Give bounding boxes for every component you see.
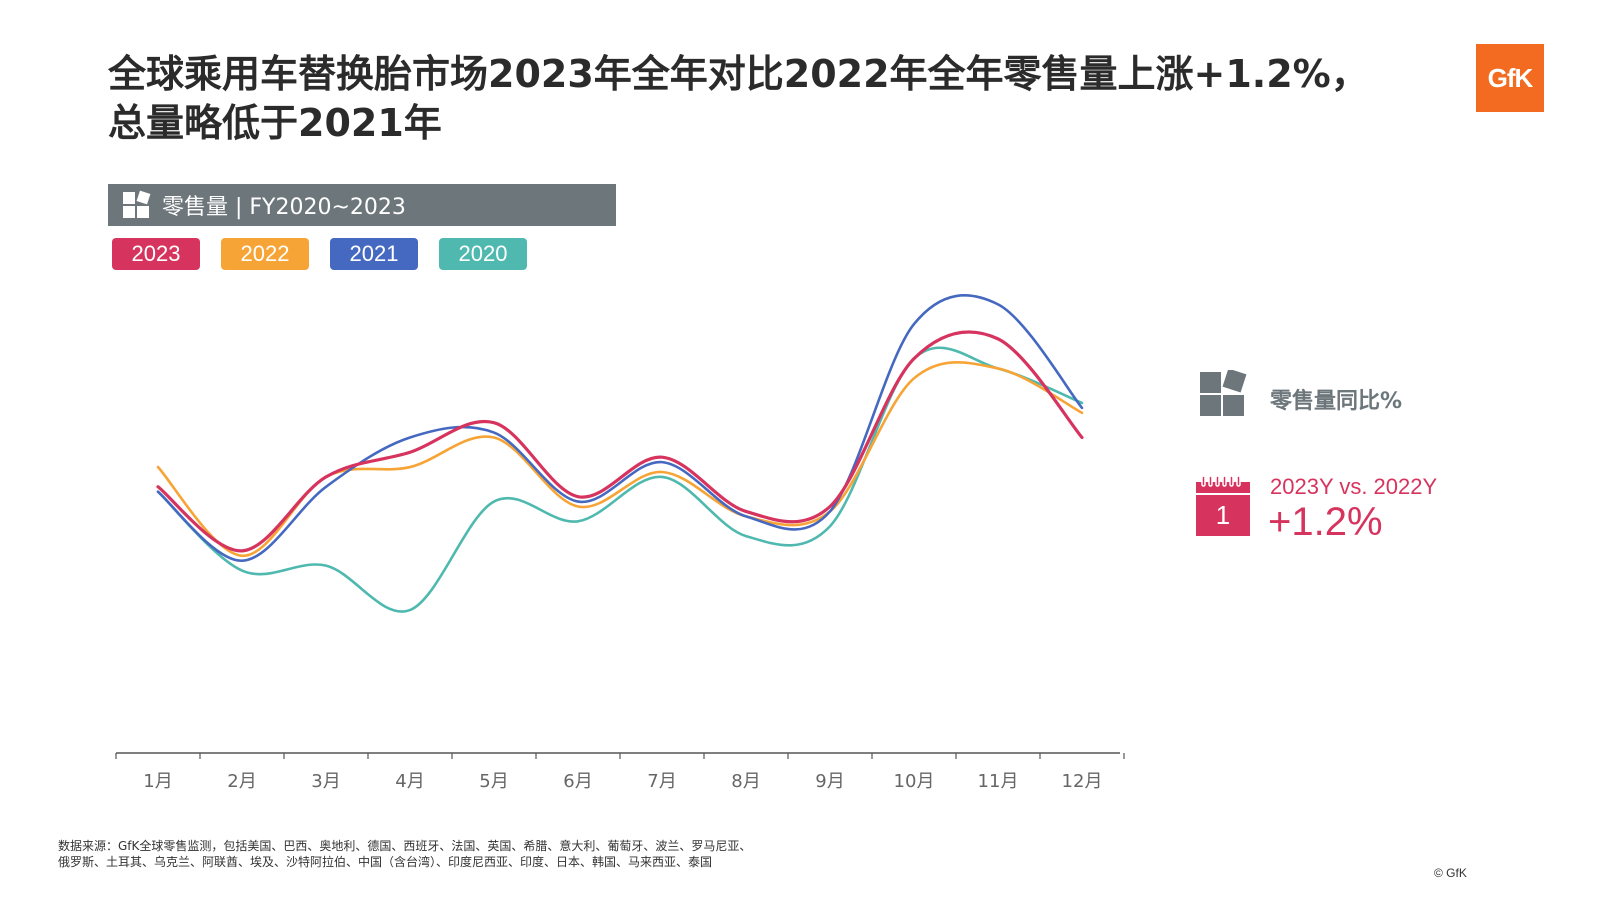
x-tick-label: 5月: [479, 771, 508, 792]
series-line-2023: [156, 330, 1084, 553]
legend-label: 2022: [240, 241, 290, 266]
data-source-line2: 俄罗斯、土耳其、乌克兰、阿联酋、埃及、沙特阿拉伯、中国（含台湾）、印度尼西亚、印…: [58, 855, 713, 869]
x-tick-label: 4月: [395, 771, 424, 792]
chart-subheader-text: 零售量 | FY2020~2023: [162, 195, 406, 220]
series-line-2022: [156, 360, 1084, 558]
legend-label: 2020: [458, 241, 508, 266]
x-tick-label: 6月: [563, 771, 592, 792]
legend-item-2020: 2020: [439, 238, 527, 270]
x-axis: 1月 2月 3月 4月 5月 6月 7月 8月 9月 10月 11月 12月: [115, 752, 1125, 792]
x-tick-label: 12月: [1062, 771, 1103, 792]
gfk-logo: GfK: [1476, 44, 1544, 112]
gfk-blocks-icon: [1200, 370, 1247, 416]
x-tick-label: 9月: [815, 771, 844, 792]
gfk-blocks-icon: [123, 190, 151, 218]
x-tick-label: 3月: [311, 771, 340, 792]
chart-subheader: 零售量 | FY2020~2023: [108, 184, 616, 226]
page-title-line2: 总量略低于2021年: [108, 101, 442, 145]
legend-item-2023: 2023: [112, 238, 200, 270]
x-tick-label: 7月: [647, 771, 676, 792]
yoy-label: 零售量同比%: [1270, 389, 1403, 414]
calendar-day: 1: [1216, 500, 1230, 530]
data-source-note: 数据来源：GfK全球零售监测，包括美国、巴西、奥地利、德国、西班牙、法国、英国、…: [58, 838, 751, 870]
legend-label: 2021: [349, 241, 399, 266]
comparison-label: 2023Y vs. 2022Y: [1270, 474, 1438, 499]
page-title: 全球乘用车替换胎市场2023年全年对比2022年全年零售量上涨+1.2%， 总量…: [108, 50, 1408, 148]
legend-label: 2023: [131, 241, 181, 266]
page-title-line1: 全球乘用车替换胎市场2023年全年对比2022年全年零售量上涨+1.2%，: [108, 52, 1369, 96]
x-tick-label: 10月: [894, 771, 935, 792]
copyright: © GfK: [1434, 866, 1467, 880]
x-tick-label: 1月: [143, 771, 172, 792]
data-source-line1: 数据来源：GfK全球零售监测，包括美国、巴西、奥地利、德国、西班牙、法国、英国、…: [58, 839, 752, 853]
gfk-logo-text: GfK: [1487, 62, 1534, 93]
chart-legend: 2023 2022 2021 2020: [112, 238, 548, 270]
series-layer: [156, 294, 1084, 613]
legend-item-2022: 2022: [221, 238, 309, 270]
x-tick-label: 2月: [227, 771, 256, 792]
calendar-icon: 1: [1196, 475, 1250, 536]
x-tick-label: 8月: [731, 771, 760, 792]
series-line-2021: [156, 294, 1084, 563]
comparison-value: +1.2%: [1268, 500, 1383, 544]
x-tick-label: 11月: [978, 771, 1019, 792]
legend-item-2021: 2021: [330, 238, 418, 270]
